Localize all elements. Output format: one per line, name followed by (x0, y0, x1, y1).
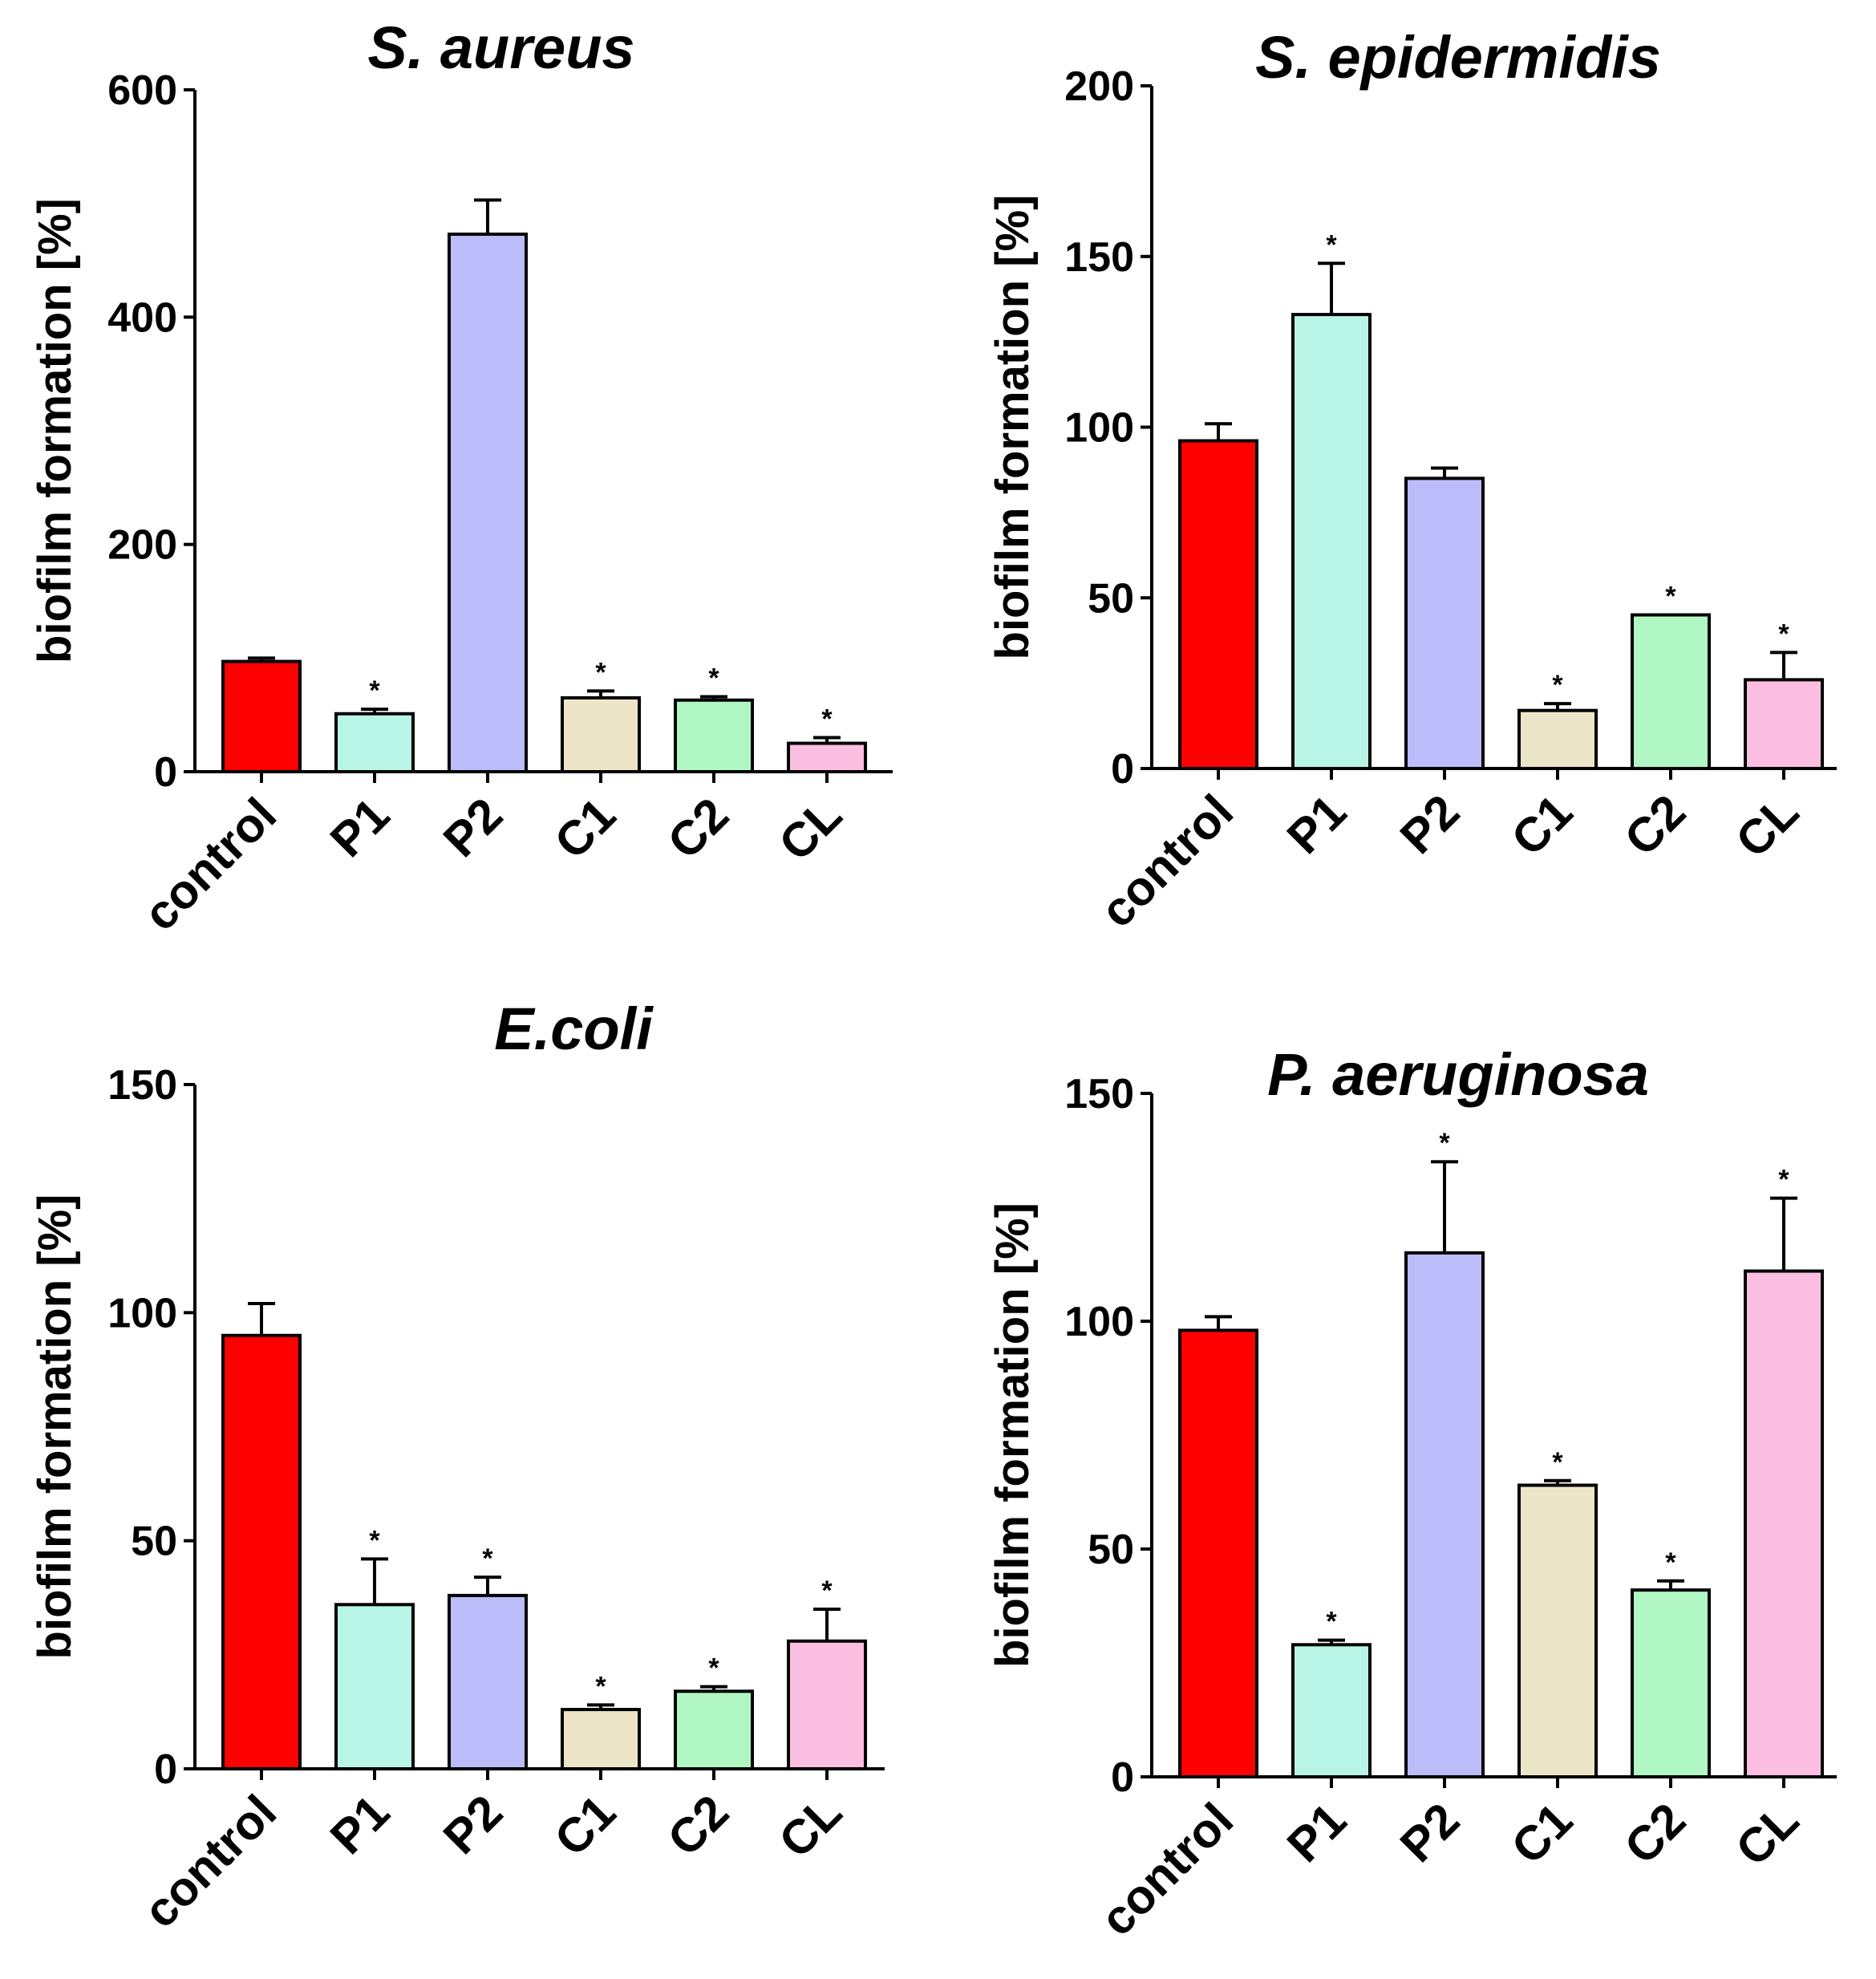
y-tick-label: 150 (1064, 1071, 1134, 1117)
bar-p1 (1291, 1643, 1372, 1779)
y-tick-label: 150 (107, 1062, 177, 1109)
y-axis-label: biofilm formation [%] (29, 1194, 81, 1660)
y-tick-label: 400 (107, 294, 177, 341)
significance-star: * (1778, 1165, 1789, 1195)
y-tick-label: 200 (107, 522, 177, 569)
chart-title: S. aureus (367, 14, 634, 81)
y-tick-label: 200 (1064, 63, 1134, 110)
bar-c1 (1517, 1483, 1598, 1778)
bar-control (221, 1333, 302, 1771)
significance-star: * (1326, 1607, 1337, 1637)
x-category-label: C1 (1501, 1793, 1583, 1875)
x-category-label: C2 (658, 788, 739, 870)
x-category-label: C1 (545, 1785, 626, 1867)
significance-star: * (482, 1543, 493, 1574)
y-tick-label: 0 (154, 749, 177, 796)
significance-star: * (708, 1653, 719, 1684)
bar-p1 (334, 1603, 415, 1771)
bar-p2 (1404, 1251, 1485, 1779)
bar-c1 (1517, 708, 1598, 770)
bar-c1 (561, 695, 641, 774)
significance-star: * (595, 1671, 606, 1701)
bar-cl (787, 1639, 867, 1770)
bar-p2 (448, 232, 528, 773)
y-axis-label: biofilm formation [%] (987, 1202, 1039, 1668)
significance-star: * (1778, 618, 1789, 649)
bar-c2 (1631, 1588, 1711, 1778)
y-tick-label: 0 (1111, 1754, 1134, 1801)
significance-star: * (821, 1575, 833, 1606)
x-category-label: C2 (1615, 785, 1696, 866)
y-tick-label: 150 (1064, 234, 1134, 281)
x-category-label: P2 (433, 1785, 513, 1864)
x-category-label: CL (1725, 785, 1809, 868)
y-tick-label: 50 (1088, 1527, 1134, 1573)
bar-p2 (1404, 477, 1485, 770)
y-tick-label: 100 (107, 1290, 177, 1336)
x-category-label: CL (768, 788, 852, 871)
bar-c2 (674, 1689, 754, 1770)
bar-cl (1744, 678, 1824, 770)
chart-panel: S. epidermidis biofilm formation [%] 0 50 10… (987, 24, 1837, 938)
x-category-label: C2 (1615, 1793, 1696, 1875)
bar-control (1178, 1328, 1258, 1778)
x-category-label: P2 (1390, 785, 1469, 864)
y-tick-label: 100 (1064, 1299, 1134, 1345)
bar-control (1178, 439, 1258, 771)
x-category-label: CL (768, 1785, 852, 1868)
x-category-label: control (1090, 785, 1243, 938)
x-category-label: C1 (545, 788, 626, 870)
significance-star: * (708, 663, 719, 694)
bar-control (221, 659, 302, 773)
x-category-label: P1 (1277, 1793, 1356, 1872)
bar-p2 (448, 1593, 528, 1770)
significance-star: * (821, 704, 833, 735)
bar-c2 (674, 698, 754, 773)
bar-c2 (1631, 613, 1711, 771)
x-category-label: P2 (1390, 1793, 1469, 1872)
y-axis-label: biofilm formation [%] (987, 195, 1039, 660)
significance-star: * (1552, 670, 1563, 700)
bar-p1 (334, 712, 415, 773)
x-category-label: control (133, 788, 286, 941)
chart-panel: P. aeruginosa biofilm formation [%] 0 50 100… (987, 1041, 1837, 1946)
chart-panel: S. aureus biofilm formation [%] 0 200 400 600… (29, 14, 893, 941)
bar-cl (1744, 1269, 1824, 1778)
x-category-label: P1 (1277, 785, 1356, 864)
x-category-label: C1 (1501, 785, 1583, 866)
chart-panel: E.coli biofilm formation [%] 0 50 100 150 cont… (29, 996, 885, 1938)
significance-star: * (595, 657, 606, 687)
y-tick-label: 50 (1088, 575, 1134, 622)
chart-title: E.coli (494, 996, 654, 1062)
bar-cl (787, 741, 867, 773)
x-category-label: P1 (320, 1785, 399, 1864)
significance-star: * (1552, 1447, 1563, 1478)
chart-title: P. aeruginosa (1267, 1041, 1649, 1108)
bar-p1 (1291, 313, 1372, 770)
significance-star: * (369, 675, 380, 706)
x-category-label: control (1090, 1793, 1243, 1946)
x-category-label: CL (1725, 1793, 1809, 1876)
chart-title: S. epidermidis (1255, 24, 1661, 91)
significance-star: * (1665, 582, 1676, 612)
y-axis-label: biofilm formation [%] (29, 198, 81, 663)
significance-star: * (369, 1525, 380, 1555)
x-category-label: C2 (658, 1785, 739, 1867)
significance-star: * (1439, 1128, 1450, 1158)
y-tick-label: 600 (107, 67, 177, 114)
x-category-label: P1 (320, 788, 399, 867)
x-category-label: P2 (433, 788, 513, 867)
y-tick-label: 0 (154, 1746, 177, 1793)
significance-star: * (1665, 1547, 1676, 1578)
x-category-label: control (133, 1785, 286, 1938)
significance-star: * (1326, 229, 1337, 260)
y-tick-label: 0 (1111, 746, 1134, 793)
y-tick-label: 100 (1064, 405, 1134, 452)
bar-c1 (561, 1708, 641, 1770)
y-tick-label: 50 (131, 1519, 177, 1565)
